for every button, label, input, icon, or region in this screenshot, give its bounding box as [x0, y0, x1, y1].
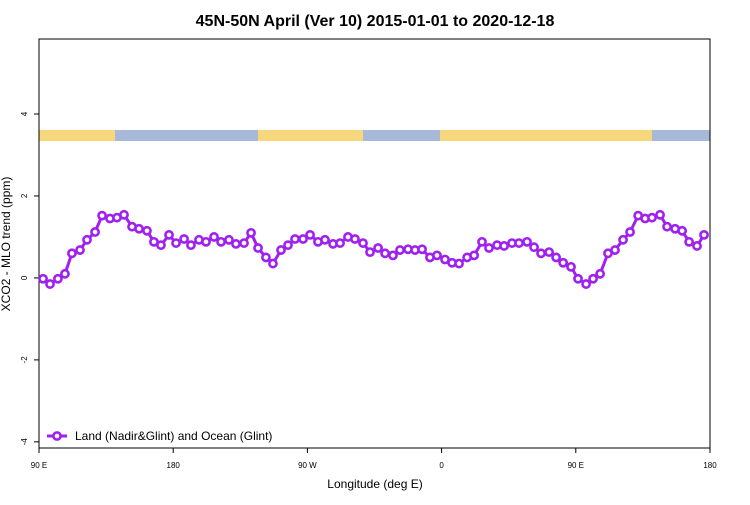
point	[75, 245, 85, 255]
point	[298, 234, 308, 244]
map-strip	[39, 130, 710, 141]
point	[514, 238, 524, 248]
x-tick-label: 180	[167, 461, 181, 470]
point	[610, 245, 620, 255]
point	[684, 236, 695, 247]
point	[209, 232, 219, 242]
x-axis-label: Longitude (deg E)	[327, 477, 422, 491]
point	[171, 238, 181, 248]
point	[38, 273, 48, 284]
ocean-band	[39, 130, 710, 141]
point	[432, 250, 442, 261]
point	[186, 240, 196, 251]
point	[231, 239, 241, 249]
point	[581, 279, 591, 289]
point	[469, 250, 480, 261]
point	[573, 273, 583, 284]
point	[350, 234, 360, 244]
point	[179, 234, 189, 244]
point	[618, 234, 628, 245]
land-band	[39, 130, 115, 141]
point	[335, 238, 345, 248]
point	[119, 209, 129, 220]
point	[588, 273, 598, 284]
point	[595, 268, 606, 279]
point	[239, 238, 249, 248]
point	[625, 227, 635, 237]
x-tick-label: 180	[703, 461, 717, 470]
point	[536, 248, 546, 259]
point	[522, 236, 532, 247]
land-band	[440, 130, 652, 141]
point	[566, 261, 576, 272]
point	[655, 209, 665, 220]
chart-title: 45N-50N April (Ver 10) 2015-01-01 to 202…	[196, 13, 555, 30]
point	[529, 242, 539, 253]
point	[290, 234, 300, 244]
point	[388, 250, 398, 261]
point	[224, 234, 234, 245]
point	[662, 221, 672, 232]
point	[67, 248, 77, 259]
point	[246, 227, 256, 238]
point	[90, 227, 100, 237]
point	[276, 245, 286, 255]
point	[261, 252, 271, 263]
point	[45, 279, 55, 289]
legend-label: Land (Nadir&Glint) and Ocean (Glint)	[75, 429, 272, 443]
point	[201, 236, 211, 247]
point	[647, 212, 657, 223]
y-tick-label: 2	[20, 193, 29, 198]
y-tick-label: -4	[20, 438, 29, 446]
point	[320, 234, 330, 245]
point	[484, 243, 494, 253]
y-tick-label: 4	[20, 111, 29, 116]
point	[558, 257, 569, 268]
y-axis-label: XCO2 - MLO trend (ppm)	[0, 177, 13, 312]
point	[164, 229, 174, 240]
x-tick-label: 90 E	[568, 461, 584, 470]
x-tick-label: 90 E	[31, 461, 47, 470]
y-tick-label: -2	[20, 356, 29, 364]
point	[477, 236, 487, 247]
point	[305, 229, 315, 240]
point	[216, 236, 226, 247]
land-band	[258, 130, 363, 141]
point	[283, 240, 293, 251]
point	[380, 248, 390, 259]
point	[551, 252, 562, 263]
point	[692, 241, 702, 251]
point	[60, 268, 70, 279]
point	[395, 245, 405, 255]
point	[454, 258, 464, 269]
legend-marker	[52, 431, 62, 441]
point	[544, 247, 555, 258]
point	[142, 225, 152, 236]
point	[699, 229, 709, 240]
x-tick-label: 0	[439, 461, 444, 470]
point	[97, 210, 107, 221]
plot-frame	[38, 38, 711, 449]
point	[253, 243, 263, 253]
point	[365, 247, 375, 258]
x-tick-label: 90 W	[298, 461, 317, 470]
y-tick-label: 0	[20, 275, 29, 280]
point	[358, 238, 368, 248]
point	[82, 234, 92, 245]
point	[417, 244, 427, 255]
point	[373, 243, 383, 253]
point	[53, 273, 63, 284]
point	[268, 258, 278, 269]
point	[499, 241, 509, 251]
point	[134, 223, 144, 234]
point	[156, 240, 166, 251]
point	[677, 225, 688, 236]
